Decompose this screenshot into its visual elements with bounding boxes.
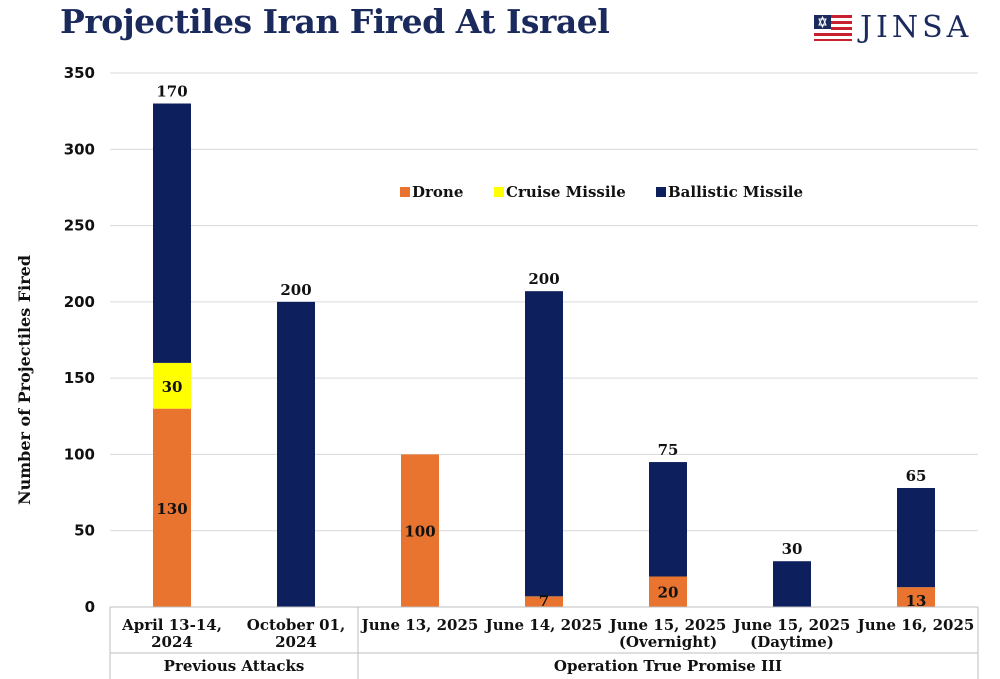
bar-drone <box>649 576 687 607</box>
legend-swatch <box>400 187 410 197</box>
x-category-label: October 01, <box>247 616 345 634</box>
x-category-label: June 14, 2025 <box>484 616 603 634</box>
y-tick-label: 300 <box>64 140 95 158</box>
bar-drone <box>525 596 563 607</box>
data-label: 170 <box>156 83 187 101</box>
y-tick-label: 150 <box>64 369 95 387</box>
y-axis-label: Number of Projectiles Fired <box>15 255 34 505</box>
legend-swatch <box>656 187 666 197</box>
x-category-label: (Daytime) <box>750 633 834 651</box>
x-category-label: 2024 <box>151 633 193 651</box>
jinsa-logo: JINSA <box>814 10 972 45</box>
y-tick-label: 350 <box>64 64 95 82</box>
y-tick-label: 0 <box>85 598 95 616</box>
y-tick-label: 50 <box>74 522 95 540</box>
x-category-label: June 13, 2025 <box>360 616 479 634</box>
logo-text: JINSA <box>860 10 973 45</box>
bar-drone <box>401 454 439 607</box>
bar-ballistic-missile <box>897 487 935 588</box>
data-label: 200 <box>280 281 311 299</box>
data-label: 75 <box>658 441 679 459</box>
data-label: 200 <box>528 270 559 288</box>
page-title: Projectiles Iran Fired At Israel <box>60 2 610 41</box>
x-category-label: June 15, 2025 <box>608 616 727 634</box>
bar-ballistic-missile <box>649 462 687 577</box>
data-label: 30 <box>162 378 183 396</box>
x-category-label: 2024 <box>275 633 317 651</box>
data-label: 7 <box>539 592 549 610</box>
bar-ballistic-missile <box>773 561 811 607</box>
y-tick-label: 200 <box>64 293 95 311</box>
legend-entry: Ballistic Missile <box>668 183 803 201</box>
data-label: 100 <box>404 523 435 541</box>
y-tick-label: 250 <box>64 217 95 235</box>
bar-ballistic-missile <box>525 291 563 597</box>
x-category-label: (Overnight) <box>619 633 717 651</box>
data-label: 13 <box>906 592 927 610</box>
legend-swatch <box>494 187 504 197</box>
bar-ballistic-missile <box>153 103 191 363</box>
group-label: Previous Attacks <box>164 657 305 675</box>
legend-entry: Cruise Missile <box>506 183 626 201</box>
bar-drone <box>897 587 935 607</box>
data-label: 20 <box>658 584 679 602</box>
x-category-label: April 13-14, <box>121 616 222 634</box>
bar-cruise-missile <box>153 362 191 409</box>
flag-star-icon <box>814 14 852 41</box>
bar-ballistic-missile <box>277 301 315 607</box>
x-category-label: June 16, 2025 <box>856 616 975 634</box>
legend-entry: Drone <box>412 183 463 201</box>
data-label: 30 <box>782 540 803 558</box>
group-label: Operation True Promise III <box>554 657 782 675</box>
bar-drone <box>153 408 191 607</box>
x-category-label: June 15, 2025 <box>732 616 851 634</box>
y-tick-label: 100 <box>64 445 95 463</box>
data-label: 130 <box>156 500 187 518</box>
data-label: 65 <box>906 467 927 485</box>
